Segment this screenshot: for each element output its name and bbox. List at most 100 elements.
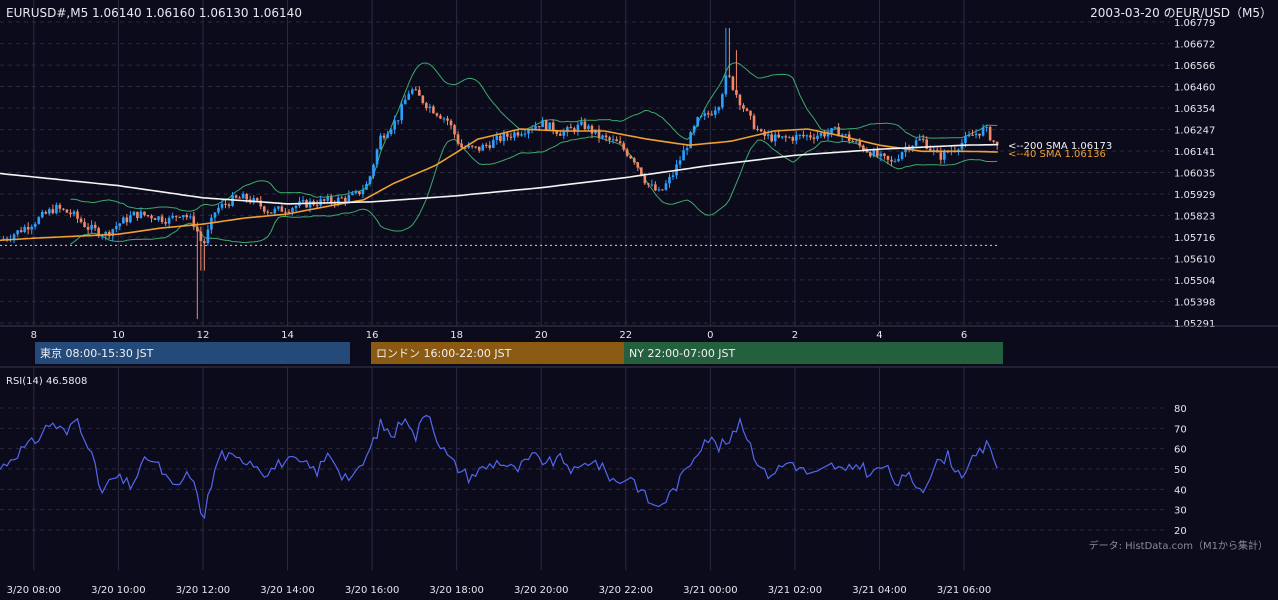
hour-tick-label: 20 (535, 330, 548, 341)
candle-body (146, 215, 150, 217)
candle-body (506, 133, 509, 137)
candle-body (551, 122, 555, 132)
candle-body (650, 184, 654, 186)
candle-body (347, 194, 351, 202)
candle-body (657, 189, 661, 191)
candle-body (756, 128, 759, 130)
hour-tick-label: 6 (961, 330, 967, 341)
candle-body (439, 115, 442, 119)
candle-body (851, 140, 855, 142)
rsi-line-group (0, 414, 998, 520)
candle-body (661, 189, 664, 191)
candle-body (442, 118, 446, 120)
candle-body (460, 143, 463, 148)
candle-body (322, 199, 326, 201)
candle-body (301, 200, 305, 202)
hour-tick-label: 0 (707, 330, 713, 341)
candle-body (488, 145, 492, 148)
bollinger-bands (70, 62, 998, 245)
candle-body (329, 196, 333, 203)
price-tick-label: 1.05929 (1174, 190, 1215, 201)
candle-body (520, 134, 523, 136)
hour-tick-label: 18 (450, 330, 463, 341)
candle-body (178, 216, 182, 218)
candle-body (72, 211, 76, 215)
candle-body (516, 132, 520, 136)
candle-body (270, 212, 273, 214)
candle-body (689, 132, 692, 149)
candle-body (26, 226, 30, 230)
rsi-tick-label: 40 (1174, 485, 1187, 496)
candle-body (777, 134, 781, 138)
candle-body (125, 217, 129, 223)
candle-body (220, 203, 224, 208)
candle-body (615, 139, 618, 142)
candle-body (213, 212, 217, 218)
candle-body (291, 208, 294, 212)
candle-body (432, 106, 435, 114)
hour-tick-label: 10 (112, 330, 125, 341)
candle-body (869, 152, 872, 157)
candle-body (823, 133, 826, 137)
candle-body (728, 75, 731, 77)
candle-body (93, 224, 97, 229)
rsi-tick-label: 70 (1174, 424, 1187, 435)
price-tick-label: 1.05504 (1174, 276, 1215, 287)
candle-body (294, 205, 298, 209)
sma200-label: <--200 SMA 1.06173 (1008, 141, 1112, 152)
rsi-tick-label: 60 (1174, 445, 1187, 456)
candle-body (523, 133, 527, 135)
time-tick-label: 3/20 14:00 (260, 585, 314, 596)
candle-body (62, 208, 65, 210)
candle-body (30, 226, 34, 230)
candle-body (446, 118, 449, 121)
candle-body (816, 135, 819, 139)
candle-body (749, 110, 752, 116)
candle-body (573, 128, 576, 132)
time-tick-label: 3/21 02:00 (768, 585, 822, 596)
candle-body (865, 150, 869, 153)
sma200-line-group (0, 143, 998, 205)
candle-body (826, 133, 830, 137)
candle-body (252, 198, 255, 203)
candle-body (315, 204, 319, 206)
candle-body (558, 133, 562, 136)
candle-body (766, 134, 770, 136)
candle-body (770, 134, 773, 142)
bollinger-lower-band (70, 135, 998, 245)
candle-body (981, 127, 985, 136)
candle-body (157, 216, 160, 220)
sma200-line (0, 143, 998, 205)
candle-body (541, 120, 544, 128)
rsi-tick-label: 30 (1174, 506, 1187, 517)
price-gridlines (0, 21, 1170, 324)
candle-body (897, 158, 900, 162)
candle-body (217, 207, 220, 213)
candle-body (203, 241, 206, 244)
candle-body (833, 127, 837, 129)
candle-body (435, 113, 439, 116)
candle-body (111, 229, 115, 236)
candle-body (738, 94, 742, 106)
candle-body (336, 197, 340, 204)
candle-body (171, 215, 174, 218)
candle-body (883, 153, 886, 156)
time-tick-label: 3/21 04:00 (852, 585, 906, 596)
sma40-line (0, 128, 998, 242)
candle-body (742, 105, 745, 109)
candle-body (386, 134, 389, 138)
candle-body (604, 135, 608, 138)
candle-body (255, 198, 259, 201)
candle-body (854, 141, 858, 143)
candle-body (699, 115, 703, 118)
candle-body (389, 129, 393, 135)
rsi-axis: 80 70 60 50 40 30 20 (1174, 404, 1187, 537)
candle-body (238, 197, 241, 199)
rsi-tick-label: 80 (1174, 404, 1187, 415)
candle-body (731, 76, 735, 90)
candle-body (932, 149, 936, 151)
candle-body (114, 226, 118, 230)
candle-body (925, 139, 929, 149)
rsi-label: RSI(14) 46.5808 (6, 376, 87, 387)
candle-body (784, 136, 788, 138)
